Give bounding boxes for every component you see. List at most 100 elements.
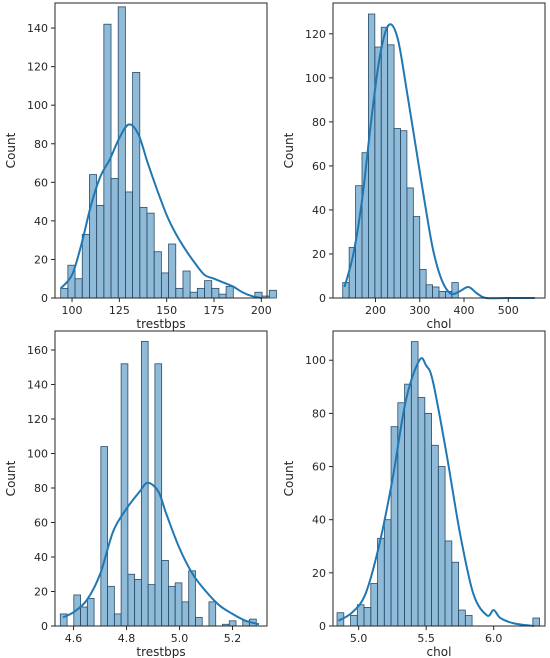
histogram-bar <box>438 290 446 299</box>
kde-curve <box>59 123 262 299</box>
histogram-bar <box>532 617 540 627</box>
histogram-bar <box>451 282 459 299</box>
histogram-bar <box>412 216 421 299</box>
y-tick-label: 140 <box>27 378 48 391</box>
x-tick-label: 5.0 <box>171 632 189 645</box>
y-tick-label: 80 <box>312 116 326 129</box>
histogram-bar <box>117 6 126 299</box>
y-axis-label: Count <box>282 460 296 496</box>
histogram-bar <box>437 466 446 627</box>
histogram-bar <box>425 284 433 299</box>
subplot-4: 5.0 5.5 6.0 0 20 40 60 80 100 chol Count <box>282 330 546 658</box>
x-tick-label: 4.6 <box>65 632 83 645</box>
histogram-bar <box>195 616 203 627</box>
histogram-bar <box>225 286 234 299</box>
x-axis-label: chol <box>427 317 452 331</box>
histogram-bar <box>432 286 440 299</box>
y-axis-label: Count <box>4 132 18 168</box>
histogram-bar <box>181 601 190 627</box>
histogram-bar <box>431 444 439 627</box>
histogram-bar <box>451 561 459 627</box>
histogram-bar <box>188 570 196 627</box>
histogram-bar <box>127 573 136 627</box>
x-tick-label: 300 <box>409 304 430 317</box>
y-tick-label: 0 <box>319 292 326 305</box>
y-tick-label: 80 <box>34 482 48 495</box>
y-tick-label: 0 <box>319 620 326 633</box>
histogram-bar <box>134 579 142 627</box>
axes-frame <box>54 2 268 299</box>
histogram-bar <box>204 280 213 299</box>
y-tick-label: 20 <box>312 567 326 580</box>
histogram-bar <box>139 206 148 299</box>
axes-frame <box>54 330 268 627</box>
histogram-bar <box>464 614 473 627</box>
y-tick-label: 80 <box>312 407 326 420</box>
histogram-bar <box>404 383 412 627</box>
histogram-bar <box>113 613 122 627</box>
subplot-2: 200 300 400 500 0 20 40 60 80 100 120 chol Count <box>282 2 546 331</box>
y-tick-label: 100 <box>305 72 326 85</box>
histogram-bar <box>419 268 427 299</box>
histogram-bar <box>406 187 414 299</box>
histogram-bar <box>132 72 141 299</box>
histogram-bar <box>81 233 90 299</box>
x-tick-label: 4.8 <box>118 632 136 645</box>
y-tick-label: 40 <box>34 215 48 228</box>
y-tick-label: 0 <box>41 292 48 305</box>
y-tick-label: 60 <box>312 461 326 474</box>
histogram-bar <box>174 582 183 627</box>
y-tick-label: 20 <box>34 585 48 598</box>
y-tick-label: 160 <box>27 344 48 357</box>
x-tick-label: 200 <box>365 304 386 317</box>
histogram-bar <box>168 243 177 299</box>
x-tick-label: 100 <box>62 304 83 317</box>
histogram-bar <box>268 289 277 299</box>
histogram-bar <box>211 287 220 299</box>
x-tick-label: 6.0 <box>485 632 503 645</box>
histogram-bar <box>363 607 372 627</box>
x-tick-label: 175 <box>204 304 225 317</box>
histogram-bar <box>356 604 365 627</box>
axes-frame <box>332 2 546 299</box>
x-tick-label: 150 <box>156 304 177 317</box>
histogram-bar <box>393 128 401 299</box>
histogram-bar <box>417 397 426 627</box>
histogram-bar <box>218 293 227 299</box>
kde-curve <box>337 357 535 627</box>
y-axis-label: Count <box>282 132 296 168</box>
histogram-bar <box>125 191 134 299</box>
histogram-bar <box>424 412 432 627</box>
y-tick-label: 100 <box>27 447 48 460</box>
y-tick-label: 120 <box>27 61 48 74</box>
histogram-bar <box>208 601 217 627</box>
y-tick-label: 120 <box>27 413 48 426</box>
histogram-bar <box>182 270 191 299</box>
histogram-bar <box>383 519 392 627</box>
x-axis-label: trestbps <box>136 317 185 331</box>
histogram-bar <box>110 178 119 299</box>
y-tick-label: 100 <box>27 99 48 112</box>
histogram-bar <box>196 287 205 299</box>
axes-frame <box>332 330 546 627</box>
y-tick-label: 40 <box>312 204 326 217</box>
x-tick-label: 400 <box>454 304 475 317</box>
histogram-bar <box>120 363 129 627</box>
kde-curve <box>62 481 260 626</box>
histogram-bar <box>100 446 108 627</box>
histogram-bar <box>400 130 408 299</box>
histogram-bar <box>60 287 69 299</box>
subplot-3: 4.6 4.8 5.0 5.2 0 20 40 60 80 100 120 140 160 trestbp… <box>4 330 268 658</box>
histogram-bar <box>350 614 358 627</box>
y-tick-label: 40 <box>34 551 48 564</box>
histogram-bar <box>80 606 88 627</box>
y-tick-label: 60 <box>34 516 48 529</box>
histogram-bar <box>86 598 95 627</box>
x-tick-label: 5.2 <box>224 632 242 645</box>
y-tick-label: 60 <box>34 176 48 189</box>
histogram-bar <box>147 584 156 627</box>
histogram-bar <box>368 13 376 299</box>
histogram-bar <box>380 26 389 299</box>
y-axis-label: Count <box>4 460 18 496</box>
